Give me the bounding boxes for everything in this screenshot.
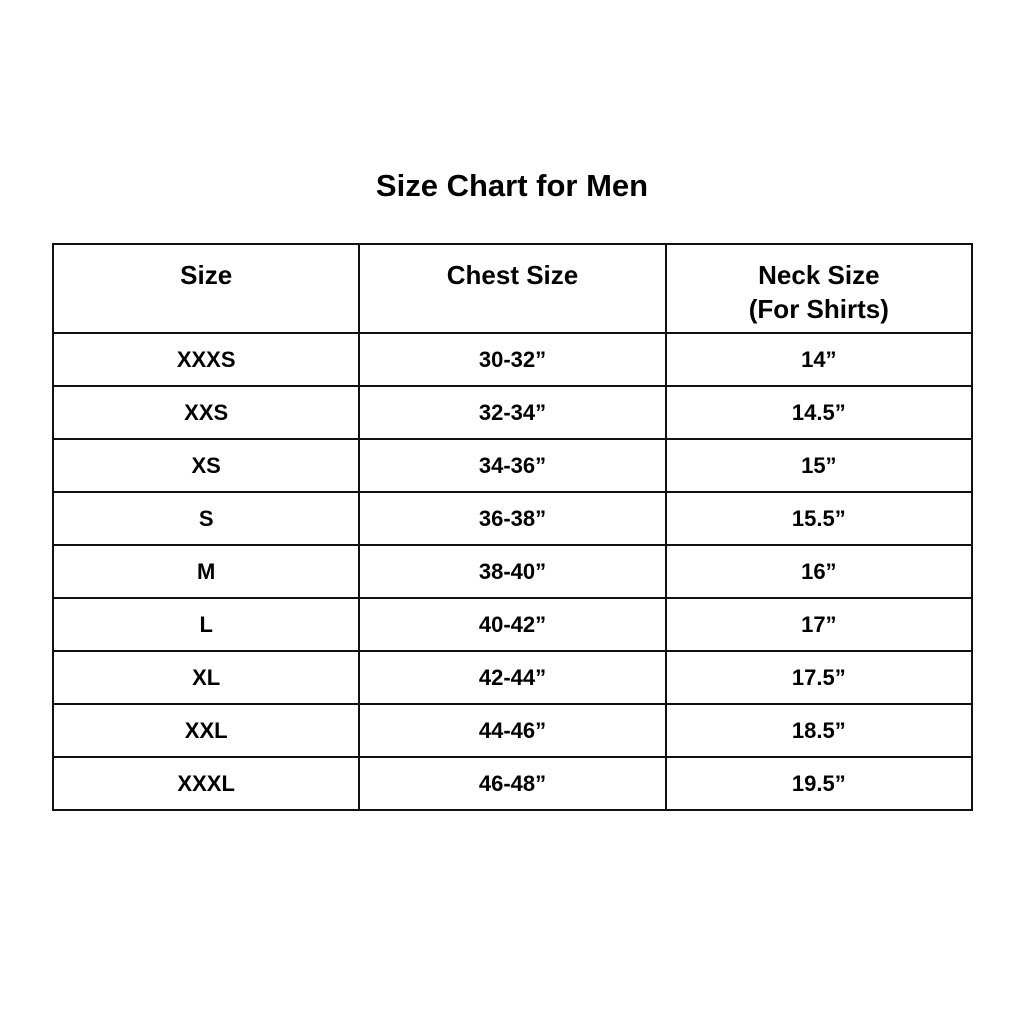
header-neck-size: Neck Size (For Shirts) — [664, 243, 974, 334]
header-row: Size Chest Size Neck Size (For Shirts) — [51, 243, 974, 334]
table-row: XL 42-44” 17.5” — [51, 650, 974, 705]
cell-neck-size: 18.5” — [664, 703, 974, 758]
cell-size: XL — [51, 650, 361, 705]
cell-neck-size: 17.5” — [664, 650, 974, 705]
cell-chest-size: 30-32” — [358, 332, 667, 387]
cell-chest-size: 44-46” — [358, 703, 667, 758]
cell-size: XS — [51, 438, 361, 493]
cell-chest-size: 32-34” — [358, 385, 667, 440]
cell-chest-size: 34-36” — [358, 438, 667, 493]
cell-neck-size: 14.5” — [664, 385, 974, 440]
cell-size: M — [51, 544, 361, 599]
table-row: M 38-40” 16” — [51, 544, 974, 599]
cell-neck-size: 19.5” — [664, 756, 974, 811]
cell-neck-size: 15.5” — [664, 491, 974, 546]
cell-size: L — [51, 597, 361, 652]
header-size: Size — [51, 243, 361, 334]
cell-size: XXXL — [51, 756, 361, 811]
cell-neck-size: 16” — [664, 544, 974, 599]
table-row: L 40-42” 17” — [51, 597, 974, 652]
table-row: S 36-38” 15.5” — [51, 491, 974, 546]
page-title: Size Chart for Men — [375, 168, 649, 203]
table-row: XXXS 30-32” 14” — [51, 332, 974, 387]
table-row: XXXL 46-48” 19.5” — [51, 756, 974, 811]
header-neck-size-label: Neck Size — [758, 260, 880, 290]
cell-chest-size: 46-48” — [358, 756, 667, 811]
cell-size: XXXS — [51, 332, 361, 387]
size-table: Size Chest Size Neck Size (For Shirts) X… — [51, 243, 974, 811]
cell-size: XXS — [51, 385, 361, 440]
cell-neck-size: 14” — [664, 332, 974, 387]
table-row: XS 34-36” 15” — [51, 438, 974, 493]
table-row: XXS 32-34” 14.5” — [51, 385, 974, 440]
cell-neck-size: 17” — [664, 597, 974, 652]
cell-size: XXL — [51, 703, 361, 758]
cell-size: S — [51, 491, 361, 546]
cell-chest-size: 40-42” — [358, 597, 667, 652]
cell-neck-size: 15” — [664, 438, 974, 493]
table-row: XXL 44-46” 18.5” — [51, 703, 974, 758]
header-chest-size: Chest Size — [358, 243, 667, 334]
cell-chest-size: 42-44” — [358, 650, 667, 705]
cell-chest-size: 38-40” — [358, 544, 667, 599]
header-neck-size-sublabel: (For Shirts) — [748, 294, 889, 324]
cell-chest-size: 36-38” — [358, 491, 667, 546]
